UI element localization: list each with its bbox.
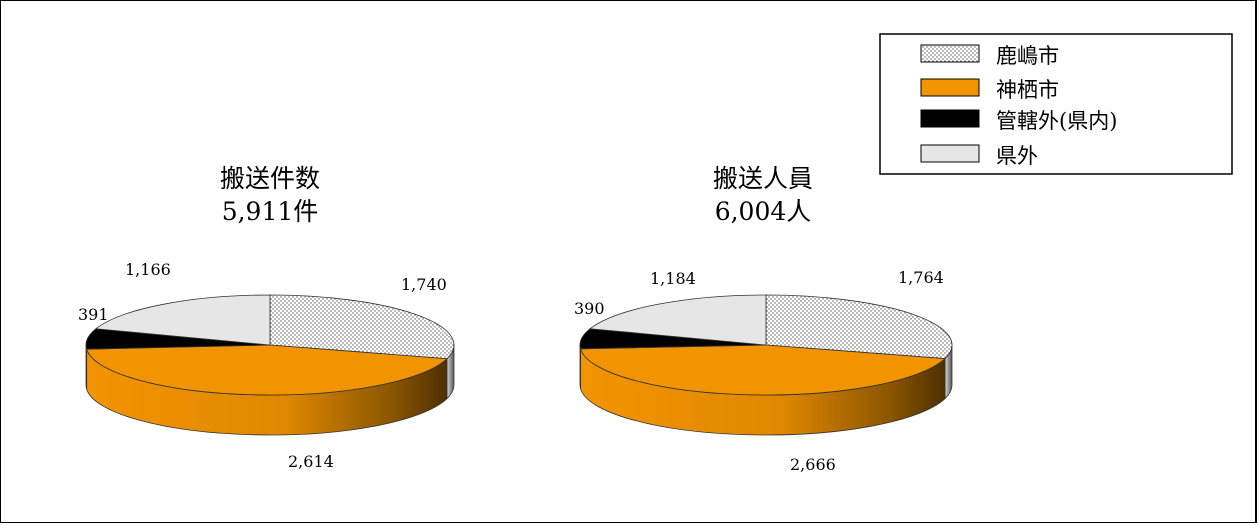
legend-label-outside: 県外 [996,144,1038,168]
slice-kamisu [86,344,448,396]
pie-title-line-1: 搬送件数 [220,164,320,193]
legend-label-kashima: 鹿嶋市 [996,44,1059,68]
slice-outside [94,294,271,346]
value-label-outside: 1,166 [125,260,171,279]
legend-swatch-outside [920,144,980,163]
slice-outside [589,294,767,346]
legend-label-kamisu: 神栖市 [996,78,1059,102]
slice-kamisu [580,344,946,396]
legend-label-outside-pref: 管轄外(県内) [996,109,1117,133]
value-label-outside: 1,184 [650,269,696,288]
value-label-outside-pref: 390 [574,299,605,318]
pie-chart-transport-count: 搬送件数 5,911件 1,740 2,614 391 1,166 [78,164,455,471]
slice-kashima [269,294,455,360]
legend-swatch-outside-pref [920,109,980,128]
slice-kashima [765,294,953,360]
value-label-outside-pref: 391 [78,305,109,324]
pie-title-line-2: 6,004人 [715,197,812,226]
pie-title-line-2: 5,911件 [222,197,319,226]
pie-title-line-1: 搬送人員 [713,164,813,193]
legend: 鹿嶋市 神栖市 管轄外(県内) 県外 [879,33,1233,175]
pie-chart-transport-persons: 搬送人員 6,004人 1,764 2,666 390 1,184 [574,164,953,474]
slice-outside-pref-side [579,344,581,389]
legend-swatch-kamisu [920,78,980,97]
value-label-kamisu: 2,666 [790,455,836,474]
value-label-kashima: 1,764 [898,268,944,287]
legend-swatch-kashima [920,44,980,63]
slice-outside-pref-side [85,344,88,390]
value-label-kamisu: 2,614 [288,452,334,471]
value-label-kashima: 1,740 [401,275,447,294]
